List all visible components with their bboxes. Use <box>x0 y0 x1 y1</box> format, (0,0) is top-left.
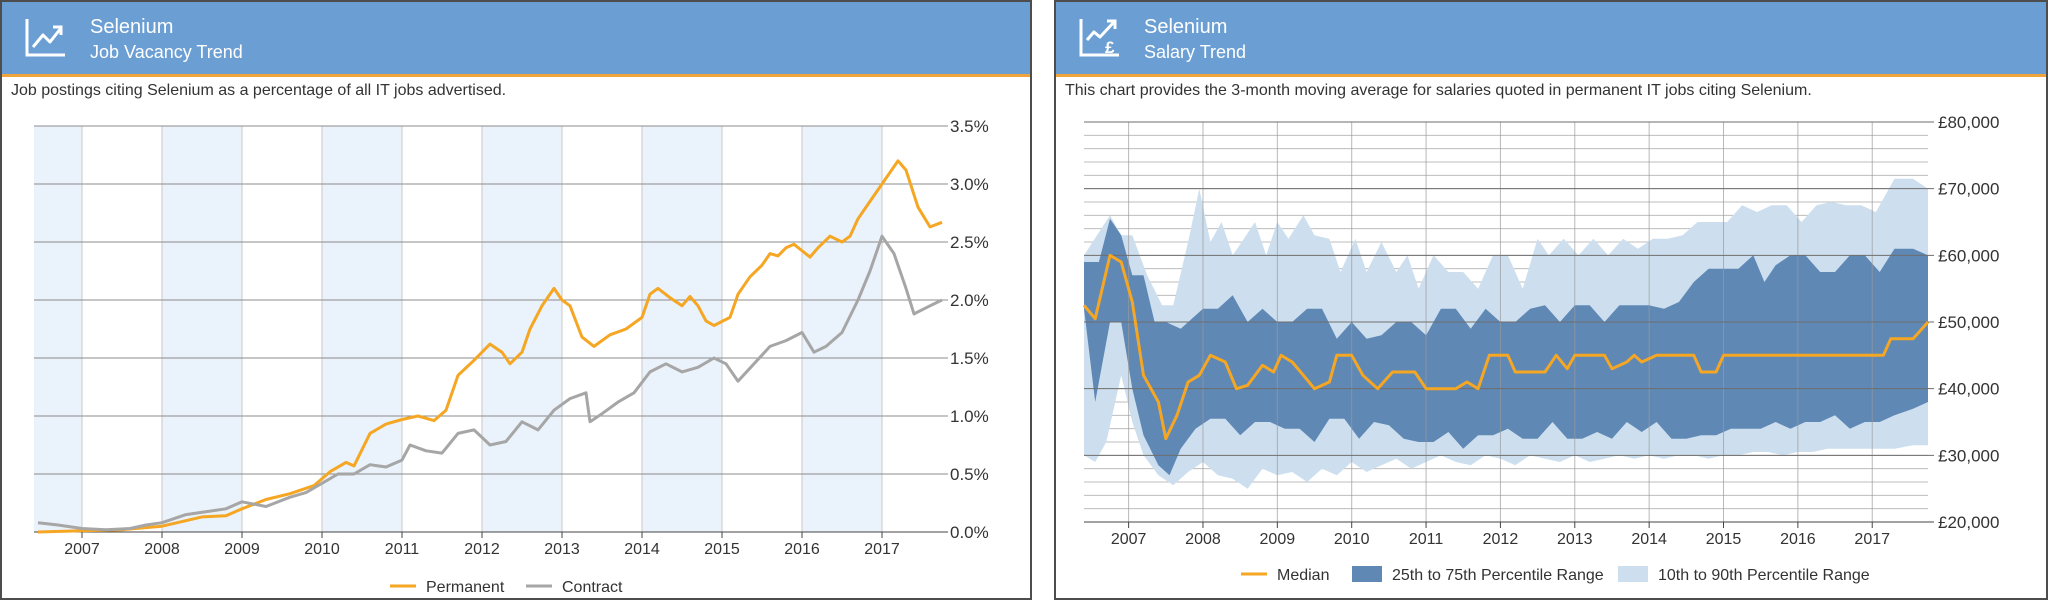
salary-y-tick-label: £20,000 <box>1938 513 1999 532</box>
vacancy-y-tick-label: 3.5% <box>950 117 989 136</box>
vacancy-x-tick-label: 2009 <box>224 541 260 558</box>
salary-chart: £20,000 £30,000 £40,000 £50,000 £60,000 £70,0… <box>1082 113 1999 584</box>
salary-panel-header: £ Selenium Salary Trend <box>1056 2 2046 77</box>
salary-panel-subtitle: Salary Trend <box>1144 42 1247 62</box>
salary-panel-title: Selenium <box>1144 16 1228 38</box>
vacancy-y-tick-label: 3.0% <box>950 175 989 194</box>
vacancy-y-tick-label: 1.5% <box>950 349 989 368</box>
vacancy-y-tick-label: 1.0% <box>950 407 989 426</box>
salary-x-tick-label: 2011 <box>1409 531 1444 548</box>
salary-x-tick-label: 2007 <box>1111 531 1147 548</box>
vacancy-x-tick-label: 2012 <box>464 541 500 558</box>
legend-swatch-25th-to-75th-percentile-range <box>1352 566 1382 582</box>
salary-x-tick-label: 2015 <box>1706 531 1742 548</box>
salary-x-tick-label: 2010 <box>1334 531 1370 548</box>
salary-percentile-bands <box>1084 178 1928 489</box>
legend-label-10th-to-90th-percentile-range: 10th to 90th Percentile Range <box>1658 567 1870 584</box>
trend-line-icon <box>25 19 65 57</box>
vacancy-x-tick-label: 2014 <box>624 541 660 558</box>
vacancy-year-stripe <box>162 126 242 532</box>
salary-x-tick-label: 2016 <box>1780 531 1816 548</box>
vacancy-x-tick-label: 2010 <box>304 541 340 558</box>
series-line-permanent <box>37 159 943 534</box>
vacancy-y-tick-labels: 0.0% 0.5% 1.0% 1.5% 2.0% 2.5% 3.0% 3.5% <box>950 117 989 542</box>
legend-label-contract: Contract <box>562 579 623 596</box>
vacancy-x-tick-label: 2011 <box>385 541 420 558</box>
vacancy-panel-header: Selenium Job Vacancy Trend <box>2 2 1030 77</box>
series-line-contract <box>37 234 943 532</box>
vacancy-year-stripe <box>34 126 82 532</box>
vacancy-panel-title: Selenium <box>90 16 174 38</box>
vacancy-y-tick-label: 0.0% <box>950 523 989 542</box>
vacancy-x-grid <box>81 126 883 532</box>
vacancy-year-stripe <box>802 126 882 532</box>
vacancy-y-tick-label: 0.5% <box>950 465 989 484</box>
svg-text:£: £ <box>1105 38 1115 57</box>
salary-y-tick-label: £40,000 <box>1938 380 1999 399</box>
vacancy-trend-panel: Selenium Job Vacancy Trend Job postings … <box>0 0 1032 600</box>
salary-x-tick-label: 2013 <box>1557 531 1593 548</box>
salary-x-tick-label: 2012 <box>1483 531 1519 548</box>
legend-label-permanent: Permanent <box>426 579 505 596</box>
vacancy-x-tick-label: 2013 <box>544 541 580 558</box>
vacancy-y-tick-label: 2.5% <box>950 233 989 252</box>
salary-chart-description: This chart provides the 3-month moving a… <box>1065 82 1812 99</box>
salary-y-tick-label: £30,000 <box>1938 446 1999 465</box>
salary-legend: Median 25th to 75th Percentile Range 10th … <box>1241 566 1870 584</box>
vacancy-year-stripe <box>482 126 562 532</box>
salary-y-tick-label: £80,000 <box>1938 113 1999 132</box>
vacancy-x-tick-labels: 2007 2008 2009 2010 2011 2012 2013 2014 2015 2016… <box>64 532 900 558</box>
vacancy-y-tick-label: 2.0% <box>950 291 989 310</box>
salary-x-tick-label: 2017 <box>1854 531 1890 548</box>
pound-trend-icon: £ <box>1079 19 1119 57</box>
vacancy-series-lines <box>37 159 943 534</box>
legend-swatch-10th-to-90th-percentile-range <box>1618 566 1648 582</box>
vacancy-x-tick-label: 2015 <box>704 541 740 558</box>
legend-label-25th-to-75th-percentile-range: 25th to 75th Percentile Range <box>1392 567 1604 584</box>
salary-y-tick-label: £50,000 <box>1938 313 1999 332</box>
salary-x-tick-label: 2009 <box>1260 531 1296 548</box>
vacancy-x-tick-label: 2007 <box>64 541 100 558</box>
legend-label-median: Median <box>1277 567 1329 584</box>
series-line-median <box>1082 253 1930 441</box>
salary-y-tick-label: £70,000 <box>1938 180 1999 199</box>
salary-x-tick-label: 2014 <box>1631 531 1667 548</box>
salary-median-line <box>1082 253 1930 441</box>
salary-y-tick-label: £60,000 <box>1938 246 1999 265</box>
vacancy-x-tick-label: 2016 <box>784 541 820 558</box>
salary-x-tick-labels: 2007 2008 2009 2010 2011 2012 2013 2014 2015 2016… <box>1111 522 1890 548</box>
vacancy-year-stripes <box>34 126 882 532</box>
vacancy-y-grid <box>34 125 948 533</box>
band-25th-to-75th-percentile-range <box>1084 218 1928 476</box>
vacancy-year-stripe <box>642 126 722 532</box>
vacancy-chart-description: Job postings citing Selenium as a percen… <box>11 82 507 99</box>
vacancy-legend: Permanent Contract <box>390 579 623 596</box>
vacancy-x-tick-label: 2008 <box>144 541 180 558</box>
vacancy-x-tick-label: 2017 <box>864 541 900 558</box>
salary-y-tick-labels: £20,000 £30,000 £40,000 £50,000 £60,000 £70,0… <box>1938 113 1999 532</box>
salary-x-tick-label: 2008 <box>1185 531 1221 548</box>
vacancy-panel-subtitle: Job Vacancy Trend <box>90 42 243 62</box>
salary-trend-panel: £ Selenium Salary Trend This chart provi… <box>1054 0 2048 600</box>
salary-y-grid <box>1084 121 1934 523</box>
vacancy-chart: 0.0%0.5%1.0%1.5%2.0%2.5%3.0%3.5% 2007 200… <box>34 117 989 596</box>
